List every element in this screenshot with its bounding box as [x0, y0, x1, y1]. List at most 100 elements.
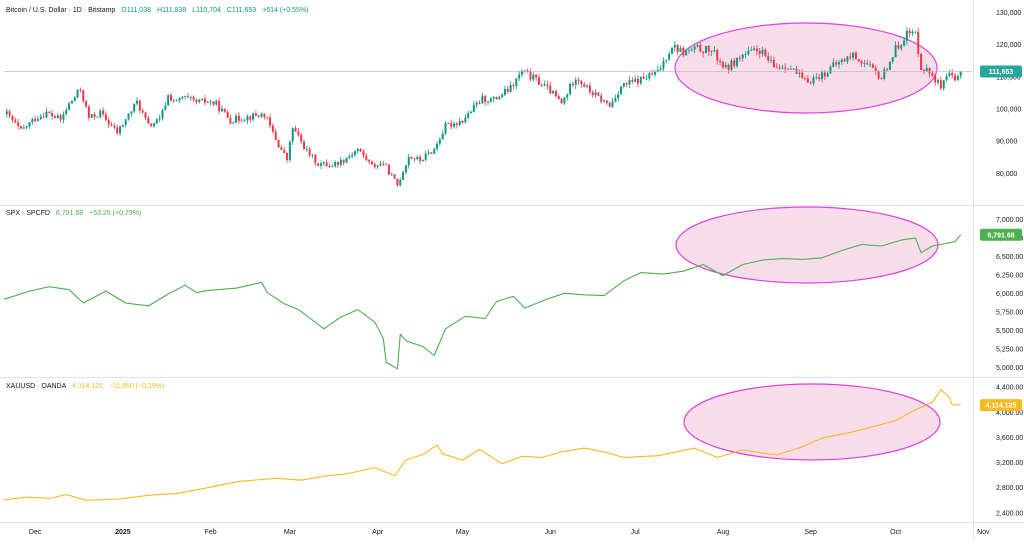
btc-candle-body [515, 78, 518, 86]
btc-candle-body [829, 66, 832, 74]
btc-candle-body [393, 174, 396, 179]
btc-candle-body [447, 123, 450, 124]
btc-candle-body [713, 50, 716, 52]
btc-candle-body [164, 105, 167, 110]
btc-candle-body [141, 110, 144, 113]
highlight-ellipse [683, 383, 941, 461]
y-tick-label: 6,500.00 [996, 254, 1023, 261]
btc-candle-body [659, 68, 662, 70]
btc-candle-body [424, 153, 427, 160]
btc-candle-body [240, 120, 243, 122]
btc-candle-body [914, 31, 917, 33]
btc-candle-body [317, 163, 320, 166]
btc-candle-body [178, 98, 181, 101]
btc-candle-body [252, 113, 255, 120]
btc-candle-body [229, 117, 232, 124]
btc-candle-body [495, 97, 498, 100]
btc-candle-body [832, 62, 835, 67]
btc-candle-body [161, 109, 164, 119]
btc-candle-body [719, 60, 722, 63]
btc-candle-body [286, 152, 289, 160]
btc-candle-body [288, 141, 291, 160]
btc-candle-body [911, 31, 914, 34]
btc-candle-body [761, 49, 764, 54]
btc-candle-body [744, 53, 747, 55]
btc-candle-body [939, 80, 942, 89]
btc-candle-body [903, 40, 906, 46]
btc-candle-body [625, 83, 628, 85]
btc-candle-body [608, 103, 611, 107]
btc-candle-body [203, 98, 206, 103]
btc-candle-body [818, 76, 821, 80]
btc-candle-body [260, 113, 263, 117]
btc-candle-body [320, 163, 322, 166]
btc-candle-body [62, 114, 65, 120]
btc-candle-body [741, 54, 744, 59]
btc-candle-body [874, 67, 877, 71]
btc-candle-body [458, 120, 461, 125]
btc-candle-body [28, 122, 31, 127]
btc-candle-body [764, 49, 767, 56]
btc-candle-body [543, 84, 546, 86]
btc-candle-body [871, 64, 874, 68]
btc-candle-body [866, 63, 869, 65]
btc-candle-body [303, 141, 306, 150]
btc-candle-body [467, 112, 470, 118]
btc-candle-body [520, 70, 523, 75]
btc-candle-body [662, 60, 665, 69]
btc-candle-body [622, 83, 625, 87]
x-tick-label: Nov [977, 529, 990, 536]
btc-candle-body [42, 116, 45, 118]
btc-candle-body [410, 156, 413, 159]
btc-candle-body [376, 165, 379, 167]
btc-candle-body [888, 61, 891, 70]
btc-candle-body [274, 131, 277, 140]
btc-candle-body [104, 114, 107, 120]
btc-candle-body [348, 156, 351, 159]
btc-candle-body [404, 165, 407, 173]
xau-symbol: XAUUSD · OANDA [6, 383, 67, 390]
btc-candle-body [263, 113, 266, 118]
btc-candle-body [110, 124, 113, 126]
btc-candle-body [784, 67, 787, 69]
btc-candle-body [804, 77, 806, 79]
btc-candle-body [257, 115, 260, 117]
btc-candle-body [549, 85, 552, 94]
btc-open: O111,038 [121, 7, 151, 14]
btc-candle-body [25, 126, 28, 128]
btc-candle-body [96, 116, 99, 118]
btc-candle-body [770, 59, 773, 61]
btc-candle-body [243, 120, 246, 122]
btc-candle-body [693, 46, 696, 50]
btc-candle-body [710, 50, 713, 52]
btc-candle-body [738, 58, 741, 59]
btc-candle-body [897, 45, 900, 49]
btc-candle-body [22, 127, 25, 129]
btc-candle-body [294, 128, 297, 132]
btc-candle-body [353, 151, 356, 155]
btc-candle-body [53, 116, 56, 118]
btc-candle-body [223, 108, 226, 112]
btc-candle-body [70, 100, 73, 104]
btc-candle-body [942, 80, 945, 89]
btc-candle-body [368, 159, 371, 162]
spx-symbol: SPX · SPCFD [6, 210, 50, 217]
btc-candle-body [266, 117, 269, 119]
btc-candle-body [184, 96, 187, 97]
btc-candle-body [594, 92, 597, 96]
btc-candle-body [905, 30, 908, 41]
btc-candle-body [956, 75, 959, 81]
x-tick-label: Sep [804, 529, 817, 536]
btc-candle-body [220, 108, 223, 112]
btc-candle-body [370, 161, 373, 165]
btc-candle-body [529, 71, 532, 80]
btc-candle-body [523, 70, 526, 72]
btc-candle-body [869, 64, 872, 66]
spx-legend: SPX · SPCFD 6,791.68 +53.25 (+0.79%) [6, 210, 145, 217]
btc-candle-body [45, 111, 48, 118]
btc-candle-body [14, 120, 17, 123]
y-tick-label: 6,250.00 [996, 272, 1023, 279]
btc-candle-body [721, 62, 724, 68]
